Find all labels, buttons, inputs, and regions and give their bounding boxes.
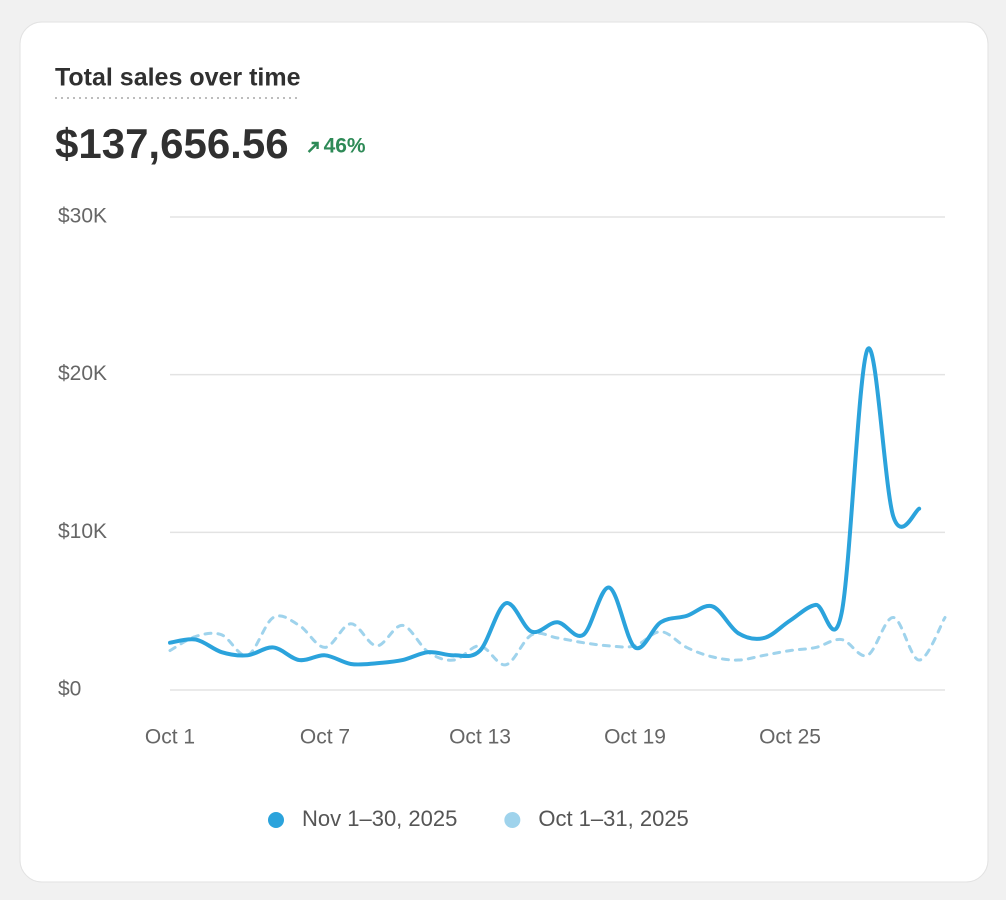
x-tick-label: Oct 25 — [759, 726, 821, 749]
legend-swatch — [504, 812, 521, 828]
card — [19, 21, 989, 883]
chart-title: Total sales over time — [55, 64, 301, 92]
legend-label: Nov 1–30, 2025 — [302, 806, 457, 831]
legend-swatch — [268, 812, 284, 828]
y-tick-label: $10K — [58, 520, 107, 543]
change-indicator: 46% — [307, 135, 366, 158]
total-value: $137,656.56 — [55, 120, 289, 167]
x-tick-label: Oct 7 — [300, 726, 350, 749]
series-line — [168, 614, 947, 667]
y-tick-label: $20K — [58, 362, 107, 385]
y-tick-label: $0 — [58, 678, 81, 701]
series-line — [168, 346, 922, 667]
change-value: 46% — [324, 135, 366, 158]
x-tick-label: Oct 19 — [604, 726, 666, 749]
y-tick-label: $30K — [58, 205, 107, 228]
up-arrow — [307, 141, 319, 153]
x-tick-label: Oct 13 — [449, 726, 511, 749]
x-tick-label: Oct 1 — [145, 726, 195, 749]
legend-label: Oct 1–31, 2025 — [538, 806, 688, 831]
